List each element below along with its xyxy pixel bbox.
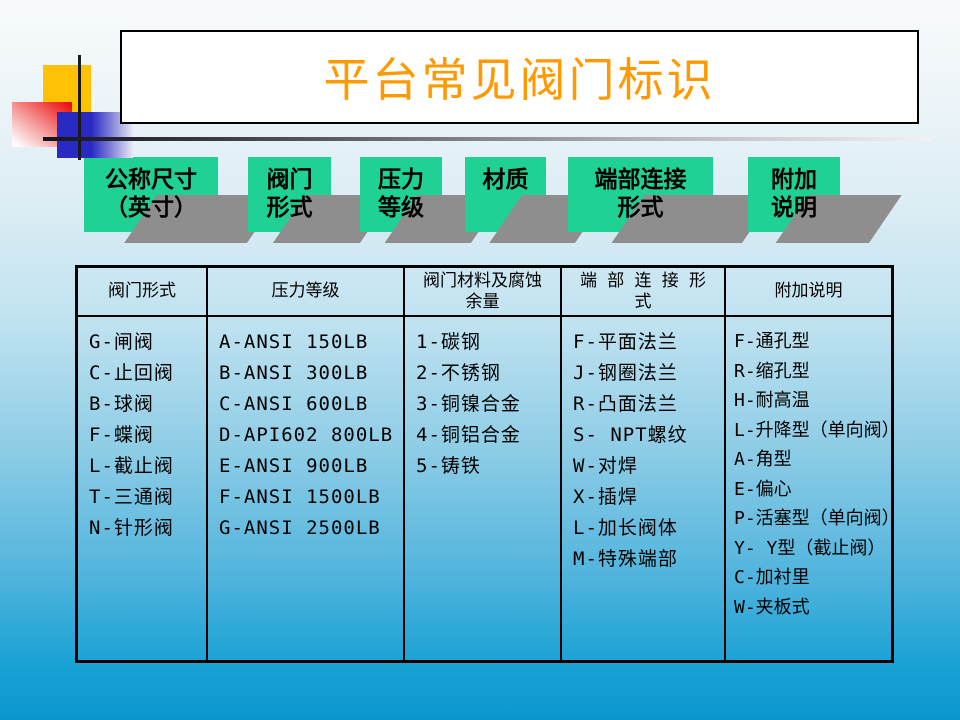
flow-step-label: 公称尺寸 bbox=[105, 167, 197, 193]
table-cell-line: X-插焊 bbox=[573, 486, 638, 508]
table-cell-line: E-偏心 bbox=[734, 478, 792, 500]
table-header-end-connection: 端 部 连 接 形 式 bbox=[560, 268, 724, 315]
title-box: 平台常见阀门标识 bbox=[120, 30, 919, 124]
flow-step-label: （英寸） bbox=[105, 195, 197, 221]
table-cell-additional-note-codes: F-通孔型 R-缩孔型 H-耐高温 L-升降型（单向阀） A-角型 E-偏心 P-活塞型（单… bbox=[724, 315, 891, 660]
flow-step-nominal-size: 公称尺寸 （英寸） bbox=[84, 157, 218, 232]
decor-horizontal-gradient-line bbox=[43, 137, 932, 141]
flow-step-label: 阀门 bbox=[266, 167, 313, 193]
flow-step-additional-notes: 附加 说明 bbox=[748, 157, 840, 232]
table-header-additional-notes: 附加说明 bbox=[724, 268, 891, 315]
table-cell-line: N-针形阀 bbox=[89, 517, 174, 539]
flow-step-valve-type: 阀门 形式 bbox=[248, 157, 331, 232]
table-cell-line: C-ANSI 600LB bbox=[219, 393, 369, 415]
flow-step-label: 等级 bbox=[378, 195, 424, 221]
table-cell-line: W-对焊 bbox=[573, 455, 638, 477]
header-line: 压力等级 bbox=[271, 281, 340, 301]
table-header-pressure-class: 压力等级 bbox=[206, 268, 403, 315]
table-cell-pressure-class-codes: A-ANSI 150LB B-ANSI 300LB C-ANSI 600LB D-AP… bbox=[206, 315, 403, 660]
table-cell-material-codes: 1-碳钢 2-不锈钢 3-铜镍合金 4-铜铝合金 5-铸铁 bbox=[403, 315, 560, 660]
flow-step-label: 端部连接 bbox=[594, 167, 687, 193]
table-cell-line: L-加长阀体 bbox=[573, 517, 678, 539]
table-cell-line: G-闸阀 bbox=[89, 331, 154, 353]
table-cell-line: F-平面法兰 bbox=[573, 331, 678, 353]
table-header-valve-type: 阀门形式 bbox=[78, 268, 206, 315]
flow-step-material: 材质 bbox=[465, 157, 546, 232]
table-cell-line: E-ANSI 900LB bbox=[219, 455, 369, 477]
table-cell-line: R-凸面法兰 bbox=[573, 393, 678, 415]
table-cell-line: F-ANSI 1500LB bbox=[219, 486, 381, 508]
table-cell-line: D-API602 800LB bbox=[219, 424, 394, 446]
header-line: 余量 bbox=[465, 291, 500, 312]
table-cell-line: P-活塞型（单向阀） bbox=[734, 508, 891, 529]
table-cell-line: A-ANSI 150LB bbox=[219, 331, 369, 353]
table-cell-line: A-角型 bbox=[734, 449, 792, 470]
table-cell-line: J-钢圈法兰 bbox=[573, 362, 678, 384]
table-cell-line: 4-铜铝合金 bbox=[416, 424, 521, 446]
table-cell-line: W-夹板式 bbox=[734, 596, 810, 618]
page-title: 平台常见阀门标识 bbox=[323, 53, 716, 107]
table-cell-line: C-加衬里 bbox=[734, 567, 810, 588]
table-cell-line: Y- Y型（截止阀） bbox=[734, 537, 886, 559]
header-line: 附加说明 bbox=[774, 281, 843, 301]
table-cell-line: C-止回阀 bbox=[89, 362, 174, 384]
flow-step-end-connection: 端部连接 形式 bbox=[568, 157, 713, 232]
flow-step-label: 压力 bbox=[378, 167, 424, 193]
table-cell-line: M-特殊端部 bbox=[573, 548, 678, 570]
header-line: 端 部 连 接 形 bbox=[580, 270, 706, 291]
table-cell-line: R-缩孔型 bbox=[734, 360, 810, 382]
table-cell-line: S- NPT螺纹 bbox=[573, 424, 688, 446]
table-header-material-corrosion: 阀门材料及腐蚀 余量 bbox=[403, 268, 560, 315]
table-cell-line: F-通孔型 bbox=[734, 331, 810, 352]
table-cell-line: H-耐高温 bbox=[734, 390, 810, 411]
table-cell-line: L-升降型（单向阀） bbox=[734, 419, 891, 441]
table-cell-line: G-ANSI 2500LB bbox=[219, 517, 381, 539]
decor-vertical-line bbox=[78, 55, 81, 160]
flow-step-pressure-class: 压力 等级 bbox=[360, 157, 442, 232]
header-line: 式 bbox=[634, 291, 652, 312]
table-cell-line: 3-铜镍合金 bbox=[416, 393, 521, 415]
table-cell-line: T-三通阀 bbox=[89, 486, 174, 508]
table-cell-line: 5-铸铁 bbox=[416, 455, 481, 477]
table-cell-valve-type-codes: G-闸阀 C-止回阀 B-球阀 F-蝶阀 L-截止阀 T-三通阀 N-针形阀 bbox=[78, 315, 206, 660]
table-cell-line: L-截止阀 bbox=[89, 455, 174, 477]
valve-code-table: 阀门形式 压力等级 阀门材料及腐蚀 余量 端 部 连 接 形 式 附加说明 G-… bbox=[75, 265, 894, 663]
flow-step-label: 说明 bbox=[771, 195, 817, 221]
table-cell-end-connection-codes: F-平面法兰 J-钢圈法兰 R-凸面法兰 S- NPT螺纹 W-对焊 X-插焊 L-加长阀体… bbox=[560, 315, 724, 660]
header-line: 阀门形式 bbox=[108, 281, 176, 301]
flow-step-label: 形式 bbox=[266, 195, 313, 221]
table-cell-line: F-蝶阀 bbox=[89, 424, 154, 446]
table-cell-line: 2-不锈钢 bbox=[416, 362, 501, 384]
header-line: 阀门材料及腐蚀 bbox=[423, 270, 542, 291]
flow-step-label: 形式 bbox=[617, 195, 664, 221]
table-cell-line: 1-碳钢 bbox=[416, 331, 481, 353]
flow-step-label: 材质 bbox=[482, 167, 529, 193]
table-cell-line: B-球阀 bbox=[89, 393, 154, 415]
flow-step-label: 附加 bbox=[771, 167, 817, 193]
table-cell-line: B-ANSI 300LB bbox=[219, 362, 369, 384]
